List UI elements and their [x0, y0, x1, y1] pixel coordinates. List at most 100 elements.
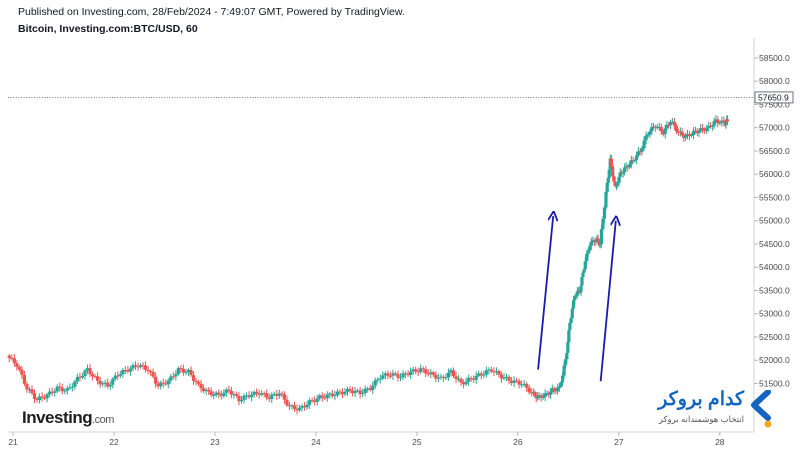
candle-body [509, 380, 514, 383]
candle-body [53, 391, 57, 393]
candle-body [363, 388, 367, 394]
candle-body [348, 388, 352, 391]
candle-body [451, 370, 456, 377]
candle-body [672, 121, 676, 126]
candle-body [234, 394, 239, 396]
candle-body [111, 378, 115, 385]
candle-body [533, 391, 537, 396]
candle-body [80, 375, 85, 378]
candle-body [684, 136, 688, 138]
candle-body [58, 386, 62, 388]
candle-body [196, 382, 201, 384]
candle-body [272, 393, 276, 395]
y-tick-label: 55000.0 [759, 216, 790, 226]
x-tick-label: 24 [311, 437, 321, 447]
candle-body [265, 393, 269, 398]
candle-body [616, 183, 620, 185]
candle-body [589, 241, 593, 246]
candle-body [575, 291, 579, 296]
y-axis: 51500.0 52000.0 52500.0 53000.0 53500.0 54000… [754, 53, 790, 388]
candle-body [535, 396, 540, 399]
candle-body [151, 371, 155, 377]
y-tick-label: 52000.0 [759, 355, 790, 365]
candle-body [691, 130, 696, 136]
candle-body [257, 393, 261, 395]
candle-body [406, 373, 410, 376]
candle-body [229, 390, 233, 395]
candle-body [566, 342, 570, 353]
candle-body [507, 376, 511, 381]
candle-body [449, 370, 453, 373]
candle-body [164, 383, 168, 385]
candle-body [527, 387, 531, 393]
candle-body [655, 127, 659, 129]
candle-body [670, 121, 674, 123]
candle-body [202, 388, 206, 392]
candle-body [596, 238, 600, 242]
candle-body [217, 392, 221, 395]
candle-body [194, 380, 198, 383]
candle-body [244, 395, 249, 397]
candle-body [565, 352, 569, 360]
candle-body [68, 387, 72, 389]
candle-body [338, 391, 342, 393]
candle-body [559, 382, 563, 387]
candle-body [579, 285, 583, 293]
candle-body [255, 391, 259, 394]
candle-body [75, 376, 80, 382]
y-tick-label: 53500.0 [759, 285, 790, 295]
candle-body [204, 389, 208, 392]
candle-body [504, 376, 509, 378]
broker-logo: کدام بروکر انتخاب هوشمندانه بروکر [650, 388, 778, 432]
candle-body [398, 377, 403, 379]
candle-body [302, 405, 307, 408]
candle-body [557, 386, 561, 388]
candle-body [17, 366, 21, 370]
candle-body [355, 390, 360, 392]
candle-body [667, 124, 671, 126]
candle-body [343, 391, 347, 395]
candle-body [597, 241, 601, 245]
candle-body [515, 380, 519, 382]
candle-body [73, 381, 77, 387]
candle-body [330, 393, 334, 397]
candle-body [20, 369, 24, 375]
candle-body [85, 368, 90, 371]
candle-body [648, 131, 652, 135]
candle-body [45, 394, 49, 399]
candle-body [396, 374, 400, 378]
candle-body [189, 369, 193, 376]
candle-body [724, 121, 728, 125]
y-tick-label: 53000.0 [759, 309, 790, 319]
candle-body [121, 370, 125, 375]
candle-body [599, 229, 604, 245]
arrow-annotations [537, 216, 616, 382]
candle-body [548, 391, 553, 395]
broker-tagline: انتخاب هوشمندانه بروکر [658, 414, 744, 424]
candle-body [169, 376, 173, 381]
candle-body [88, 368, 92, 375]
y-tick-label: 58000.0 [759, 76, 790, 86]
candle-body [262, 393, 266, 395]
candle-body [123, 370, 127, 372]
candle-body [494, 370, 499, 372]
candle-body [43, 397, 47, 399]
candle-body [623, 167, 627, 173]
candle-body [237, 395, 241, 402]
candle-body [136, 366, 140, 368]
candle-body [166, 380, 170, 385]
candle-body [93, 376, 97, 378]
candle-body [126, 370, 130, 372]
candle-body [629, 159, 633, 165]
candle-body [32, 393, 37, 399]
candle-body [689, 135, 694, 137]
candle-body [35, 398, 39, 401]
candle-body [340, 392, 345, 395]
candle-body [653, 126, 657, 128]
candle-body [239, 399, 244, 402]
candle-body [614, 184, 619, 187]
candle-body [697, 131, 701, 134]
published-info: Published on Investing.com, 28/Feb/2024 … [18, 6, 405, 18]
candle-body [277, 393, 281, 396]
